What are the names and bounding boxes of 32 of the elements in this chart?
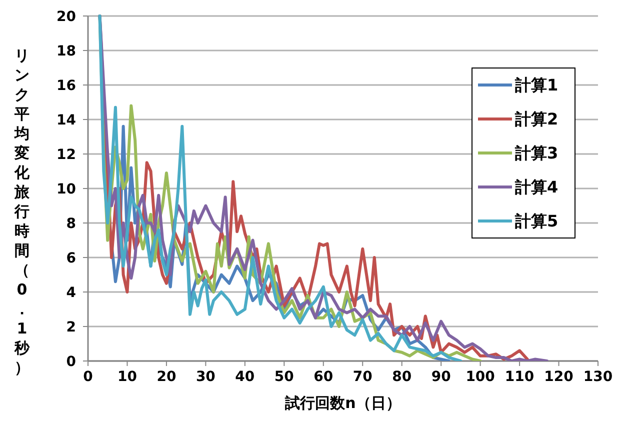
- legend-label: 計算4: [514, 178, 558, 197]
- y-tick-label: 18: [56, 43, 76, 60]
- text: リンク平均変化旅行時間（0．1秒）: [14, 46, 30, 376]
- legend-label: 計算1: [514, 76, 558, 95]
- legend-label: 計算5: [514, 212, 558, 231]
- x-axis-title: 試行回数n（日）: [284, 394, 401, 412]
- y-tick-label: 14: [56, 112, 76, 128]
- x-tick-label: 60: [314, 369, 334, 385]
- x-tick-label: 30: [196, 369, 216, 385]
- y-tick-label: 4: [66, 284, 76, 301]
- y-tick-label: 6: [66, 250, 76, 266]
- y-tick-label: 8: [66, 216, 76, 232]
- x-tick-label: 40: [235, 369, 255, 385]
- y-tick-label: 16: [56, 78, 76, 94]
- x-tick-label: 120: [544, 369, 574, 385]
- x-tick-label: 70: [352, 369, 373, 385]
- x-tick-label: 50: [274, 369, 294, 385]
- y-tick-label: 20: [56, 8, 76, 25]
- x-tick-label: 130: [583, 369, 613, 385]
- y-tick-label: 2: [66, 319, 76, 336]
- x-tick-label: 20: [156, 369, 176, 385]
- legend-label: 計算2: [514, 110, 558, 129]
- y-tick-label: 10: [56, 181, 76, 198]
- x-tick-label: 10: [117, 369, 138, 385]
- legend-label: 計算3: [514, 144, 558, 163]
- x-tick-label: 110: [504, 369, 534, 385]
- x-tick-label: 0: [83, 369, 94, 385]
- x-tick-label: 80: [392, 369, 412, 385]
- x-tick-label: 100: [466, 369, 496, 385]
- y-tick-label: 12: [56, 146, 76, 163]
- x-tick-label: 90: [431, 369, 452, 385]
- y-tick-label: 0: [66, 354, 76, 370]
